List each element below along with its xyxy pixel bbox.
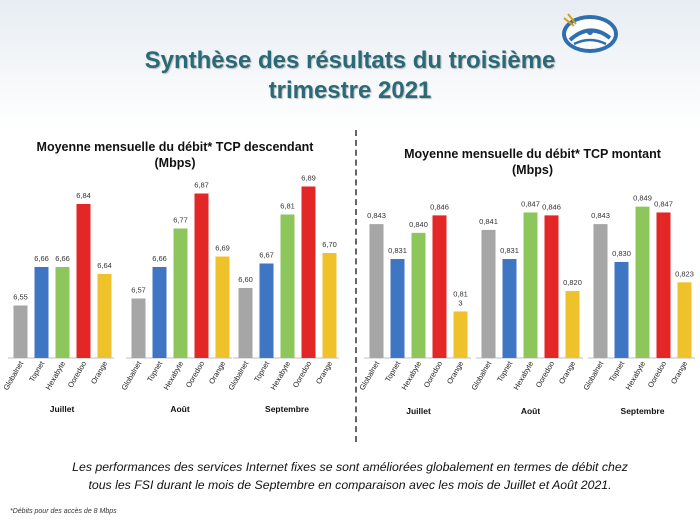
category-tick-label: Topnet: [495, 359, 515, 384]
category-tick-label: Globalnet: [357, 359, 381, 392]
data-label: 0,849: [633, 194, 652, 203]
chart-title-montant-line1: Moyenne mensuelle du débit* TCP montant: [404, 147, 661, 161]
chart-title-descendant-line1: Moyenne mensuelle du débit* TCP descenda…: [36, 140, 314, 154]
data-label: 6,66: [55, 254, 70, 263]
bar-septembre-orange: [677, 282, 692, 358]
bar-septembre-topnet: [614, 261, 629, 358]
category-tick-label: Orange: [669, 360, 689, 386]
chart-title-montant: Moyenne mensuelle du débit* TCP montant …: [365, 146, 700, 178]
data-label: 0,831: [500, 246, 519, 255]
bar-juillet-ooredoo: [432, 215, 447, 358]
data-label: 0,847: [654, 199, 673, 208]
category-tick-label: Ooredoo: [646, 360, 668, 390]
bar-août-orange: [565, 291, 580, 358]
data-label: 6,64: [97, 261, 112, 270]
data-label: 0,846: [430, 202, 449, 211]
category-tick-label: Hexabyte: [400, 360, 424, 392]
month-label: Septembre: [621, 406, 665, 416]
title-line-2: trimestre 2021: [268, 77, 432, 104]
category-tick-label: Orange: [557, 360, 577, 386]
category-tick-label: Globalnet: [581, 359, 605, 392]
month-label: Juillet: [406, 406, 431, 416]
bar-septembre-topnet: [259, 263, 274, 358]
data-label: 6,69: [215, 244, 230, 253]
data-label: 0,847: [521, 199, 540, 208]
bar-juillet-topnet: [390, 259, 405, 358]
footer-line-1: Les performances des services Internet f…: [72, 460, 628, 474]
data-label: 0,820: [563, 278, 582, 287]
data-label: 6,67: [259, 251, 274, 260]
data-label: 6,84: [76, 191, 91, 200]
bar-juillet-topnet: [34, 267, 49, 358]
bar-juillet-globalnet: [369, 224, 384, 358]
bar-août-ooredoo: [194, 193, 209, 358]
data-label: 6,66: [34, 254, 49, 263]
bar-septembre-hexabyte: [280, 214, 295, 358]
month-label: Juillet: [50, 404, 75, 414]
footer-text: Les performances des services Internet f…: [20, 458, 680, 494]
bar-août-hexabyte: [523, 212, 538, 358]
bar-septembre-globalnet: [238, 288, 253, 358]
bar-juillet-ooredoo: [76, 204, 91, 358]
bar-septembre-ooredoo: [656, 212, 671, 358]
bar-juillet-hexabyte: [411, 232, 426, 358]
data-label: 0,823: [675, 269, 694, 278]
month-label: Août: [170, 404, 190, 414]
bar-septembre-hexabyte: [635, 206, 650, 358]
bar-juillet-orange: [453, 311, 468, 358]
bar-août-topnet: [152, 267, 167, 358]
data-label: 0,830: [612, 249, 631, 258]
bar-septembre-orange: [322, 253, 337, 358]
data-label: 0,846: [542, 202, 561, 211]
category-tick-label: Hexabyte: [512, 360, 536, 392]
category-tick-label: Orange: [445, 360, 465, 386]
category-tick-label: Globalnet: [469, 359, 493, 392]
bar-août-orange: [215, 256, 230, 358]
bar-juillet-globalnet: [13, 305, 28, 358]
bar-août-topnet: [502, 259, 517, 358]
chart-title-descendant-line2: (Mbps): [154, 156, 196, 170]
data-label: 6,57: [131, 286, 146, 295]
month-label: Août: [521, 406, 541, 416]
data-label: 6,77: [173, 216, 188, 225]
bar-août-globalnet: [481, 229, 496, 358]
bar-septembre-ooredoo: [301, 186, 316, 358]
category-tick-label: Ooredoo: [422, 360, 444, 390]
data-label: 0,81 3: [453, 289, 468, 307]
data-label: 0,831: [388, 246, 407, 255]
bar-juillet-hexabyte: [55, 267, 70, 358]
data-label: 0,841: [479, 217, 498, 226]
footer-line-2: tous les FSI durant le mois de Septembre…: [88, 478, 612, 492]
bar-septembre-globalnet: [593, 224, 608, 358]
bar-août-globalnet: [131, 298, 146, 358]
month-label: Septembre: [265, 404, 309, 414]
footnote: *Débits pour des accès de 8 Mbps: [10, 508, 117, 515]
data-label: 6,87: [194, 181, 209, 190]
data-label: 0,840: [409, 220, 428, 229]
category-tick-label: Ooredoo: [534, 360, 556, 390]
page-title: Synthèse des résultats du troisième trim…: [60, 46, 640, 106]
logo-icon: [562, 13, 618, 53]
data-label: 6,70: [322, 240, 337, 249]
title-line-1: Synthèse des résultats du troisième: [144, 47, 556, 74]
category-tick-label: Topnet: [383, 359, 403, 384]
chart-divider: [355, 130, 357, 442]
data-label: 0,843: [591, 211, 610, 220]
bar-août-ooredoo: [544, 215, 559, 358]
bar-juillet-orange: [97, 274, 112, 358]
bar-août-hexabyte: [173, 228, 188, 358]
data-label: 6,89: [301, 174, 316, 183]
category-tick-label: Topnet: [607, 359, 627, 384]
data-label: 0,843: [367, 211, 386, 220]
data-label: 6,55: [13, 293, 28, 302]
chart-title-descendant: Moyenne mensuelle du débit* TCP descenda…: [10, 139, 340, 171]
chart-title-montant-line2: (Mbps): [512, 163, 553, 177]
data-label: 6,60: [238, 275, 253, 284]
data-label: 6,81: [280, 202, 295, 211]
data-label: 6,66: [152, 254, 167, 263]
category-tick-label: Hexabyte: [624, 360, 648, 392]
